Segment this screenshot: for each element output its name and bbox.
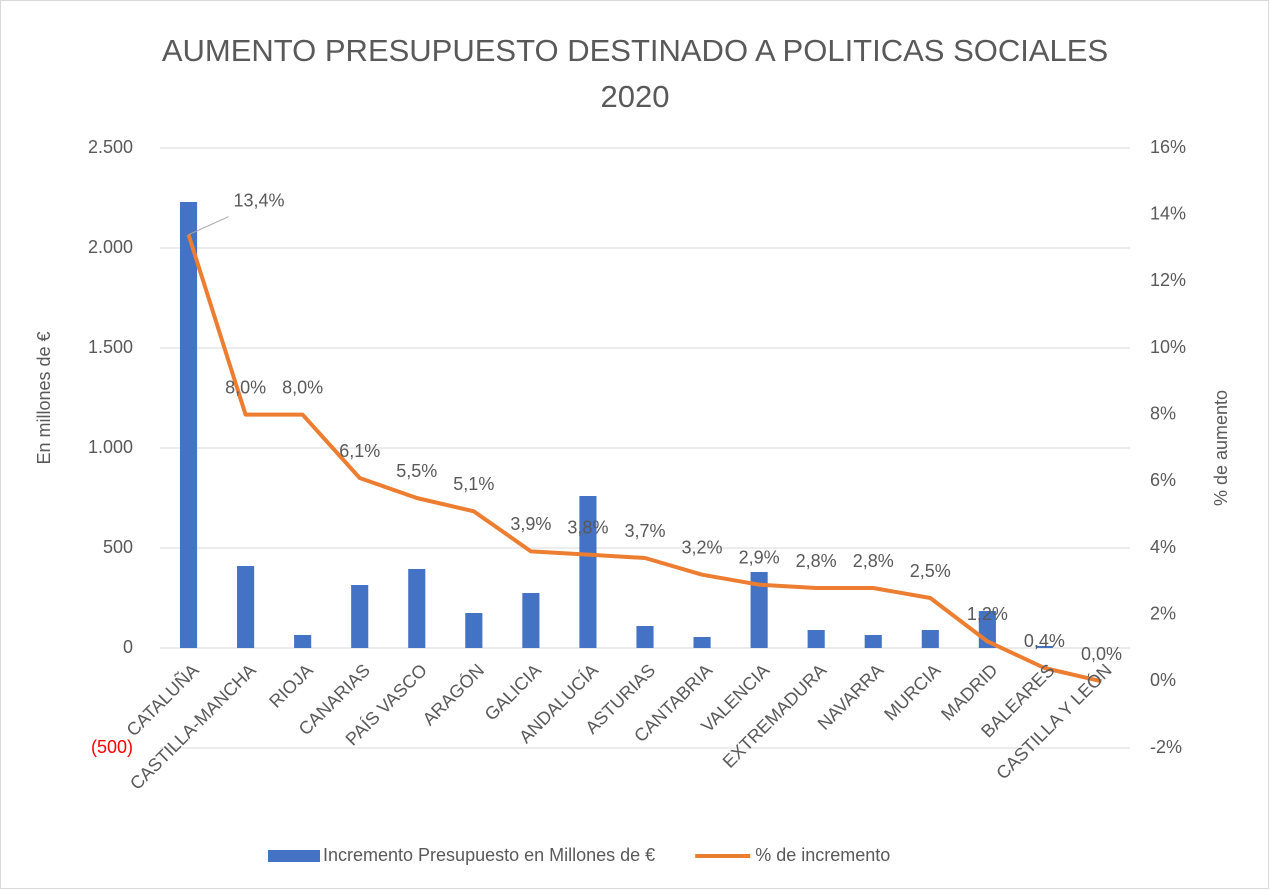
line-series: [186, 234, 1102, 684]
y-tick-label: 0: [123, 637, 133, 657]
y-tick-label: (500): [91, 737, 133, 757]
y-tick-label: 1.500: [88, 337, 133, 357]
bar: [294, 635, 312, 648]
bar: [1035, 646, 1053, 648]
y2-tick-label: 4%: [1150, 537, 1176, 557]
y2-tick-label: 12%: [1150, 270, 1186, 290]
y2-tick-label: 8%: [1150, 403, 1176, 423]
data-label: 0,0%: [1081, 644, 1122, 664]
legend-swatch: [268, 850, 320, 862]
data-label: 8,0%: [282, 377, 323, 397]
data-label: 2,5%: [910, 561, 951, 581]
bar: [807, 630, 825, 648]
chart-title: AUMENTO PRESUPUESTO DESTINADO A POLITICA…: [161, 33, 1109, 114]
data-label: 5,5%: [396, 461, 437, 481]
y2-tick-label: 14%: [1150, 203, 1186, 223]
y2-tick-label: 10%: [1150, 337, 1186, 357]
y-axis-title: En millones de €: [34, 331, 54, 464]
data-label: 2,9%: [739, 547, 780, 567]
y2-tick-label: 0%: [1150, 670, 1176, 690]
bar: [921, 630, 939, 648]
bar: [408, 569, 426, 648]
data-label: 1,2%: [967, 604, 1008, 624]
bar: [636, 626, 654, 648]
legend-label: Incremento Presupuesto en Millones de €: [323, 845, 655, 865]
leader-line: [188, 216, 229, 236]
bar: [579, 496, 597, 648]
y-tick-label: 2.500: [88, 137, 133, 157]
y2-tick-label: 2%: [1150, 603, 1176, 623]
data-label: 6,1%: [339, 441, 380, 461]
data-label: 2,8%: [796, 551, 837, 571]
legend-label: % de incremento: [755, 845, 890, 865]
bar: [351, 585, 369, 648]
y2-tick-label: 16%: [1150, 137, 1186, 157]
data-label: 13,4%: [234, 190, 285, 210]
bar: [750, 572, 768, 648]
data-label: 8,0%: [225, 377, 266, 397]
data-label: 3,8%: [567, 517, 608, 537]
y-tick-label: 500: [103, 537, 133, 557]
y2-axis-title: % de aumento: [1211, 390, 1231, 506]
data-label: 3,7%: [624, 521, 665, 541]
y2-tick-label: -2%: [1150, 737, 1182, 757]
bar: [179, 202, 198, 648]
bar: [693, 637, 711, 648]
data-label: 2,8%: [853, 551, 894, 571]
data-label: 0,4%: [1024, 631, 1065, 651]
data-label: 3,9%: [510, 514, 551, 534]
bar: [522, 593, 540, 648]
y2-tick-label: 6%: [1150, 470, 1176, 490]
y-tick-label: 2.000: [88, 237, 133, 257]
bar: [864, 635, 882, 648]
data-label: 5,1%: [453, 474, 494, 494]
bar: [465, 613, 483, 648]
data-label: 3,2%: [682, 537, 723, 557]
bar: [237, 566, 255, 648]
y-tick-label: 1.000: [88, 437, 133, 457]
